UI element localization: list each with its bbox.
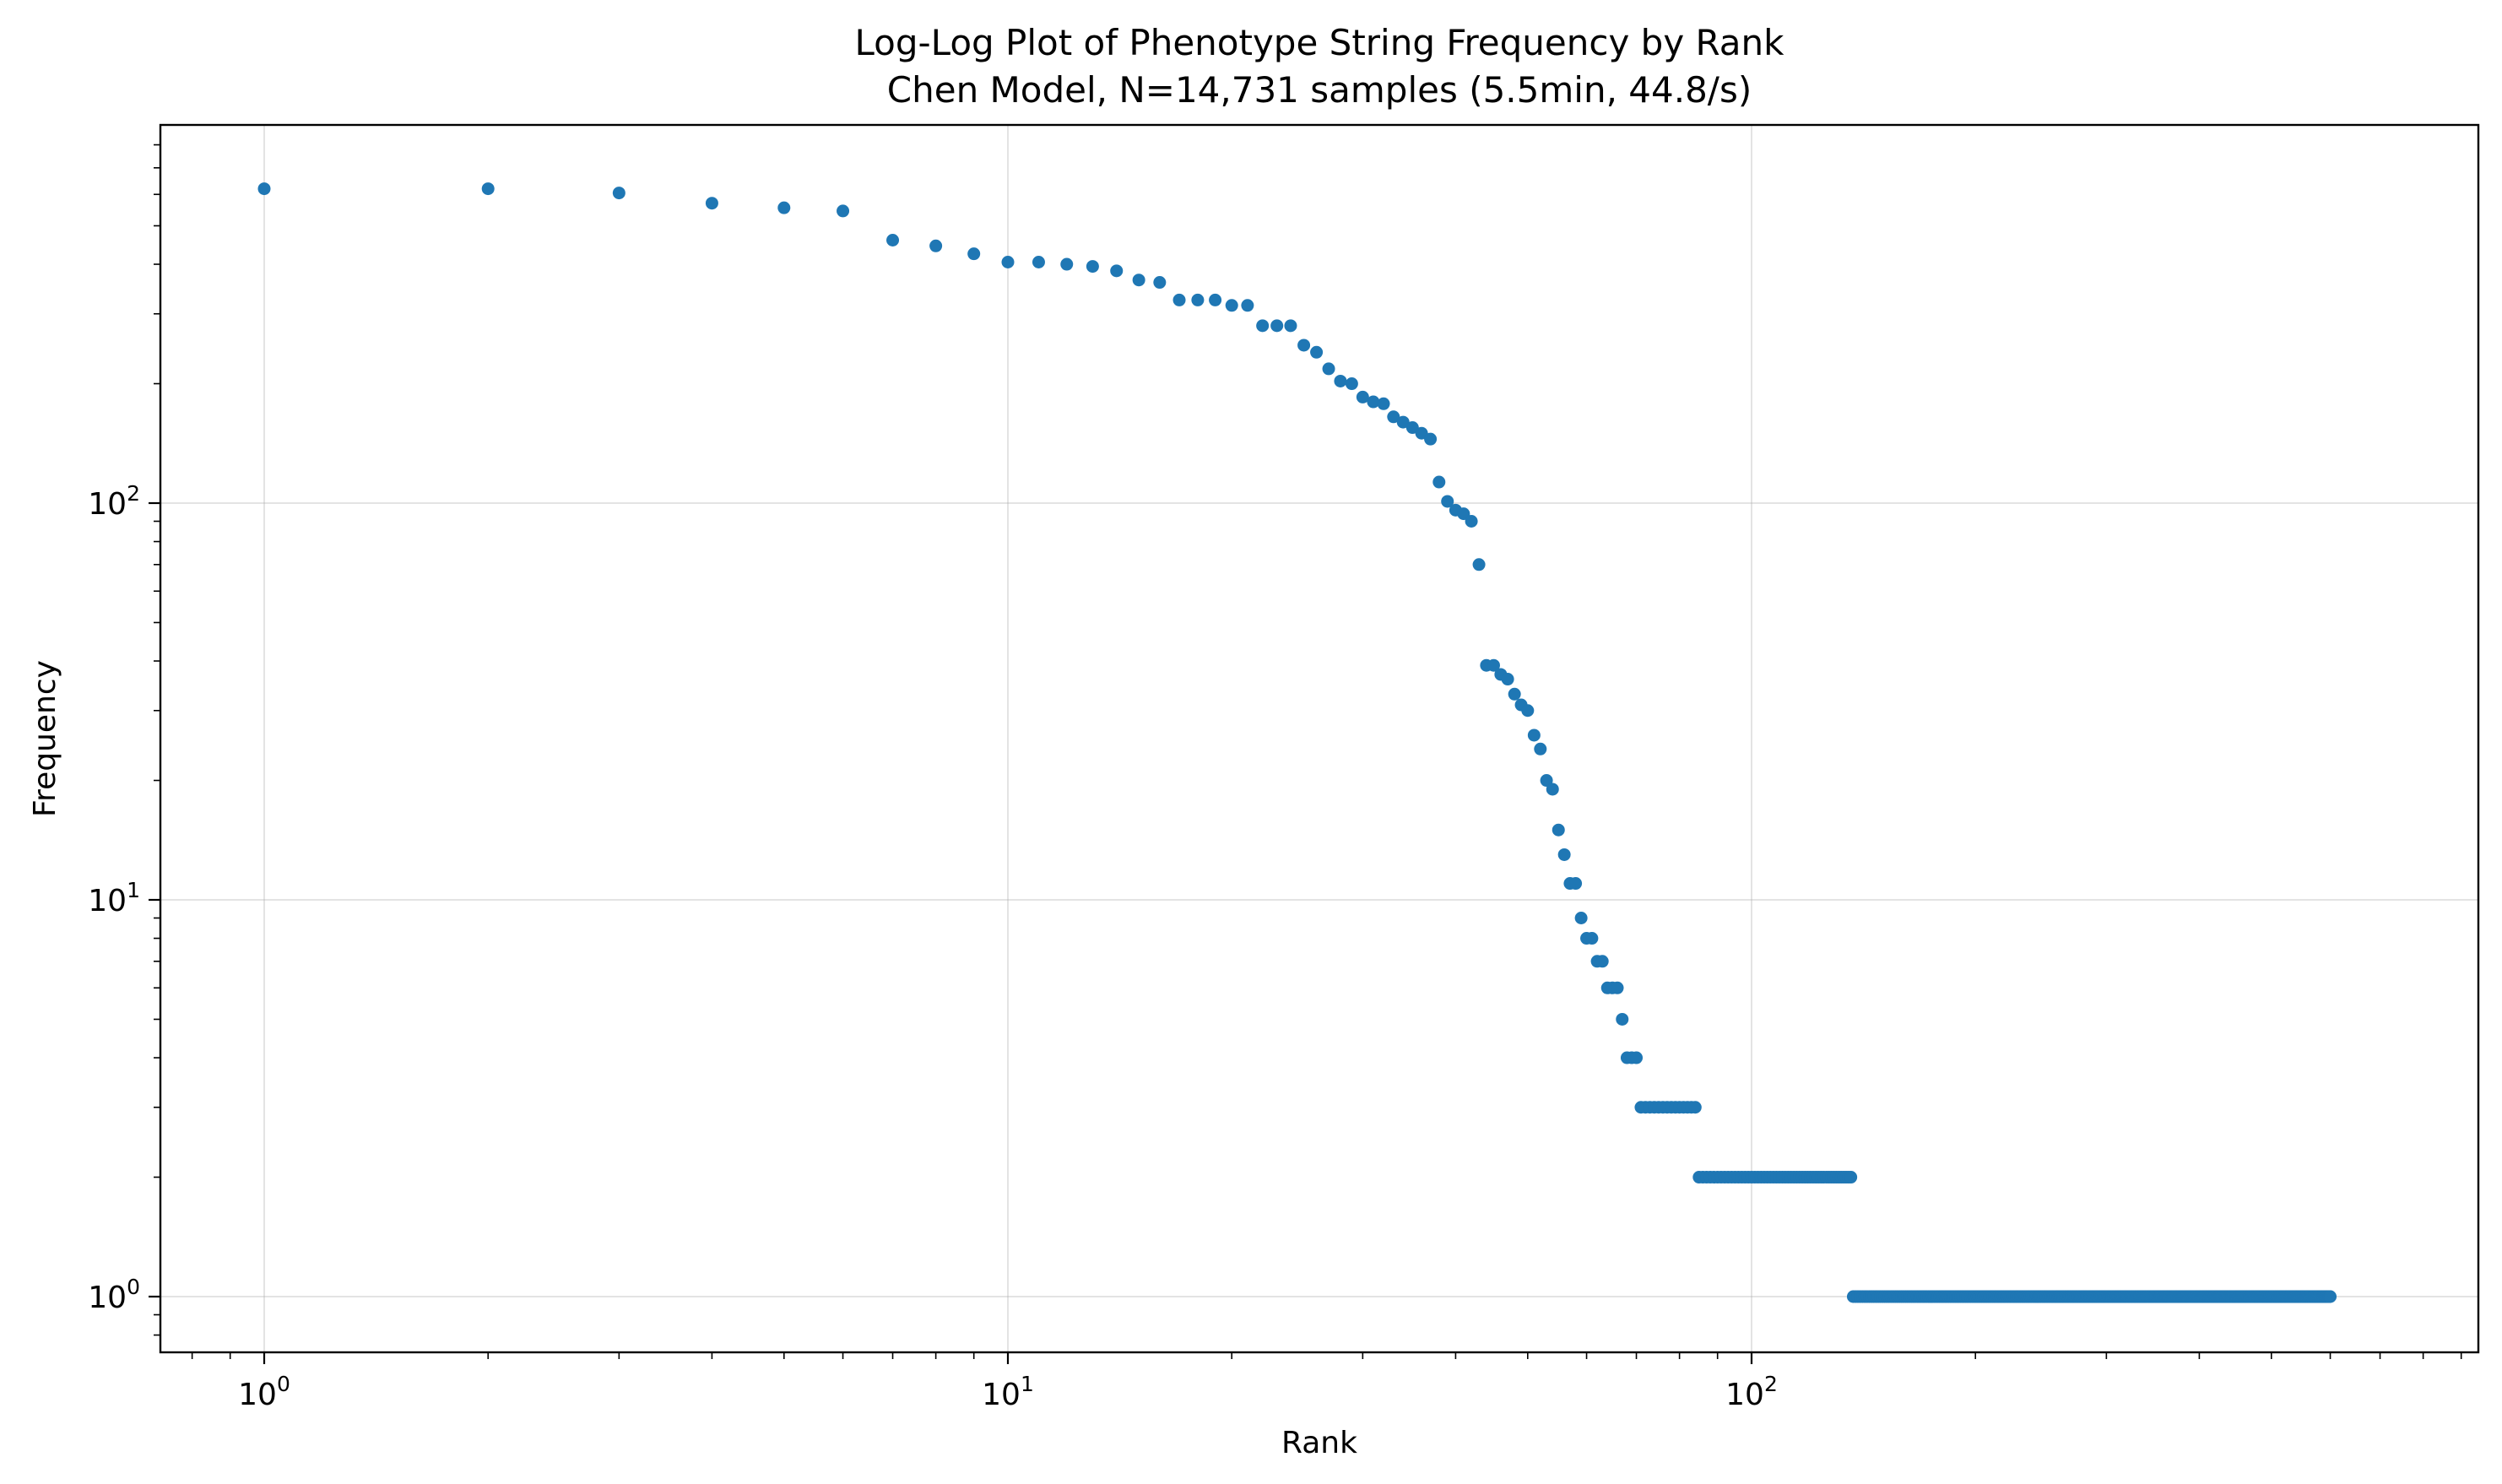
- data-point: [1270, 319, 1284, 333]
- data-point: [886, 234, 900, 247]
- y-tick-label: 101: [88, 878, 140, 918]
- data-point: [1387, 410, 1400, 424]
- data-point: [1297, 339, 1311, 352]
- y-tick-exponent: 2: [127, 481, 140, 506]
- data-point: [1844, 1171, 1858, 1184]
- x-tick-label: 101: [982, 1372, 1034, 1412]
- x-tick-exponent: 2: [1764, 1372, 1778, 1396]
- x-tick-base: 10: [238, 1378, 277, 1412]
- data-point: [1521, 704, 1535, 718]
- data-point: [1585, 932, 1599, 945]
- data-point: [1630, 1051, 1644, 1064]
- data-point: [1465, 515, 1478, 528]
- x-tick-exponent: 1: [1021, 1372, 1034, 1396]
- data-point: [1432, 475, 1446, 489]
- data-point: [1001, 255, 1015, 268]
- x-tick-base: 10: [982, 1378, 1021, 1412]
- data-point: [1441, 495, 1454, 508]
- data-point: [1191, 293, 1205, 306]
- data-point: [1501, 673, 1514, 686]
- data-point: [837, 204, 850, 218]
- data-point: [1172, 293, 1186, 306]
- data-point: [929, 239, 943, 252]
- data-point: [1396, 415, 1410, 429]
- data-point: [1032, 255, 1045, 268]
- data-point: [1132, 274, 1145, 287]
- data-point: [967, 247, 981, 261]
- data-point: [1540, 774, 1553, 788]
- chart-title: Log-Log Plot of Phenotype String Frequen…: [855, 22, 1785, 63]
- data-point: [1153, 276, 1167, 290]
- y-tick-exponent: 0: [127, 1275, 140, 1299]
- data-point: [257, 182, 271, 196]
- data-point: [1527, 728, 1541, 742]
- data-point: [705, 197, 718, 210]
- y-tick-base: 10: [88, 884, 127, 918]
- data-point: [1110, 264, 1124, 278]
- x-tick-base: 10: [1725, 1378, 1764, 1412]
- data-point: [1322, 362, 1335, 376]
- data-point: [1569, 877, 1583, 891]
- data-point: [1256, 319, 1270, 333]
- grid: [160, 125, 2478, 1352]
- x-tick-label: 100: [238, 1372, 290, 1412]
- y-axis-label: Frequency: [28, 660, 62, 817]
- data-point: [1552, 823, 1565, 837]
- data-point: [1367, 395, 1380, 409]
- data-point: [481, 182, 495, 196]
- data-point: [1284, 319, 1297, 333]
- data-point: [1546, 783, 1559, 796]
- data-point: [1345, 377, 1358, 391]
- x-axis-label: Rank: [1281, 1426, 1357, 1460]
- y-tick-base: 10: [88, 1281, 127, 1315]
- y-tick-label: 100: [88, 1275, 140, 1315]
- data-point: [1616, 1012, 1629, 1026]
- data-points: [257, 182, 2337, 1303]
- data-point: [1310, 345, 1324, 359]
- data-point: [1405, 421, 1419, 435]
- y-tick-exponent: 1: [127, 878, 140, 902]
- data-point: [1595, 955, 1609, 968]
- data-point: [1611, 981, 1624, 994]
- data-point: [1209, 293, 1222, 306]
- data-point: [777, 201, 791, 214]
- data-point: [1241, 299, 1254, 312]
- data-point: [1334, 374, 1347, 387]
- data-point: [1688, 1101, 1702, 1114]
- plot-area-frame: [159, 123, 2480, 1354]
- x-tick-label: 102: [1725, 1372, 1778, 1412]
- y-tick-label: 102: [88, 481, 140, 522]
- data-point: [2324, 1290, 2337, 1303]
- x-axis: 100 101 102: [191, 1352, 2462, 1412]
- data-point: [1557, 848, 1571, 861]
- data-point: [1086, 260, 1099, 274]
- data-point: [1534, 742, 1547, 756]
- data-point: [1508, 687, 1521, 701]
- data-point: [1487, 658, 1500, 672]
- data-point: [1472, 558, 1486, 571]
- data-point: [1424, 432, 1438, 446]
- data-point: [1377, 397, 1390, 410]
- x-tick-exponent: 0: [277, 1372, 290, 1396]
- data-point: [1356, 390, 1369, 403]
- data-point: [1574, 912, 1588, 925]
- data-point: [1060, 257, 1074, 271]
- y-tick-base: 10: [88, 487, 127, 522]
- data-point: [1225, 299, 1238, 312]
- chart-subtitle: Chen Model, N=14,731 samples (5.5min, 44…: [887, 69, 1752, 111]
- data-point: [612, 187, 626, 200]
